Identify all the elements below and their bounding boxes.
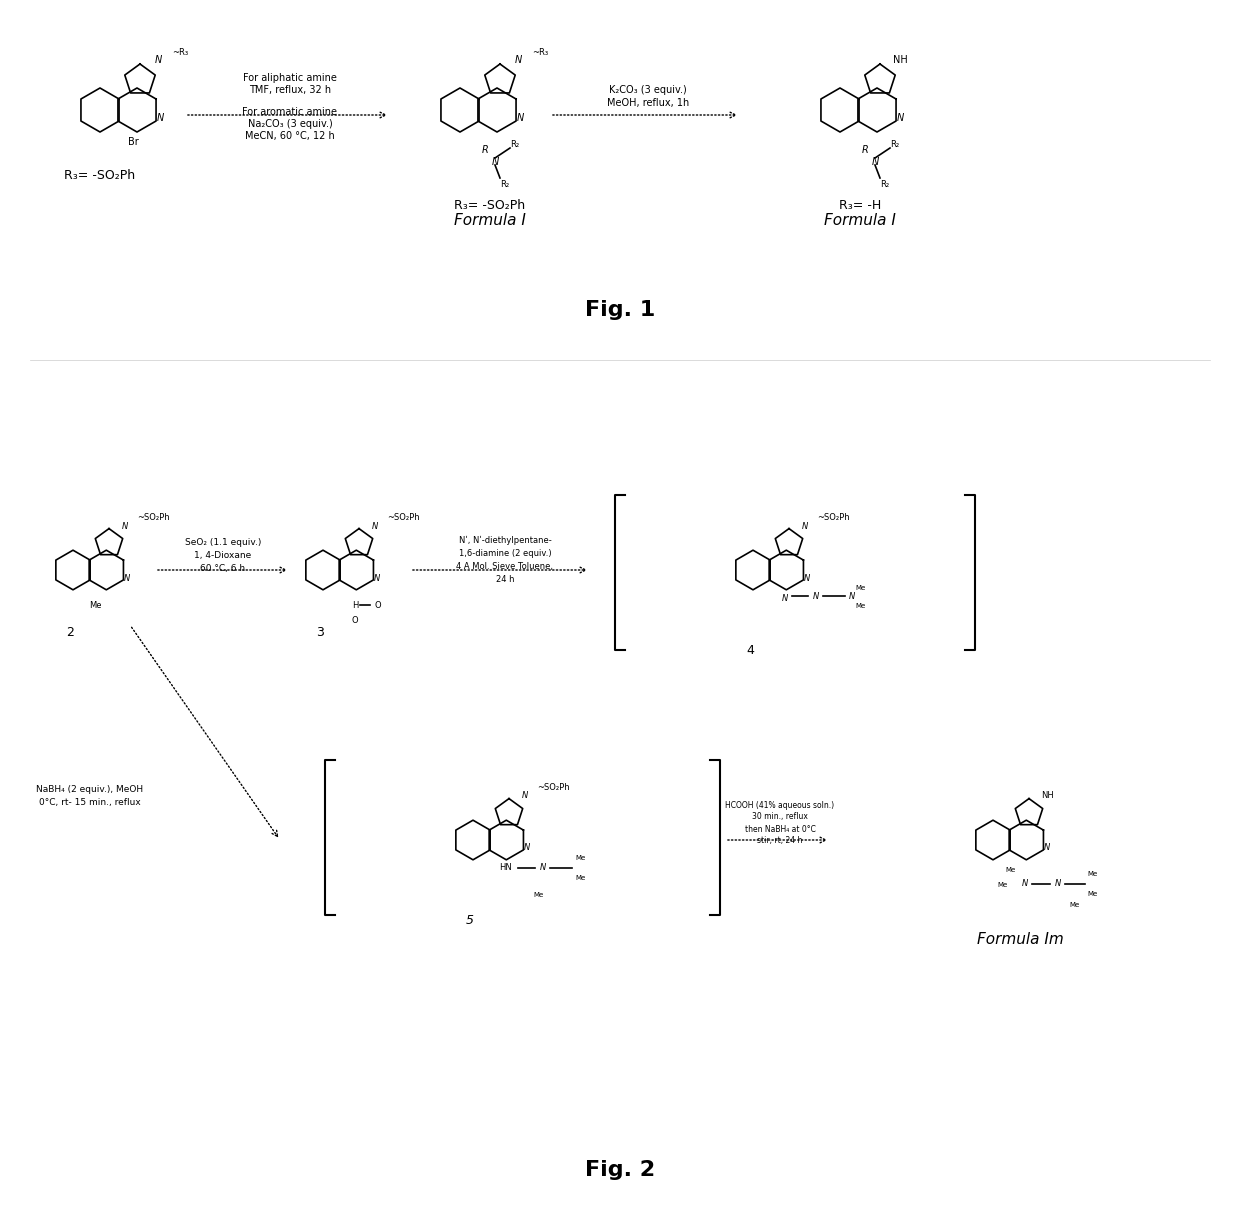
Text: Me: Me xyxy=(1087,891,1097,897)
Text: Fig. 1: Fig. 1 xyxy=(585,300,655,319)
Text: Formula I: Formula I xyxy=(825,213,897,228)
Text: N: N xyxy=(539,863,546,873)
Text: ~SO₂Ph: ~SO₂Ph xyxy=(817,513,849,521)
Text: N: N xyxy=(516,113,523,122)
Text: 0°C, rt- 15 min., reflux: 0°C, rt- 15 min., reflux xyxy=(40,798,141,808)
Text: 3: 3 xyxy=(316,625,324,639)
Text: N: N xyxy=(1055,880,1061,889)
Text: N: N xyxy=(897,113,904,122)
Text: R₂: R₂ xyxy=(501,180,510,188)
Text: Me: Me xyxy=(854,585,866,591)
Text: Br: Br xyxy=(128,137,139,147)
Text: O: O xyxy=(352,616,358,624)
Text: HN: HN xyxy=(498,863,511,873)
Text: Na₂CO₃ (3 equiv.): Na₂CO₃ (3 equiv.) xyxy=(248,119,332,129)
Text: N: N xyxy=(515,55,522,65)
Text: ~SO₂Ph: ~SO₂Ph xyxy=(387,513,419,521)
Text: ~R₃: ~R₃ xyxy=(172,48,188,56)
Text: TMF, reflux, 32 h: TMF, reflux, 32 h xyxy=(249,84,331,95)
Text: K₂CO₃ (3 equiv.): K₂CO₃ (3 equiv.) xyxy=(609,84,687,95)
Text: 4: 4 xyxy=(746,644,754,656)
Text: R: R xyxy=(862,144,868,155)
Text: N: N xyxy=(122,521,128,530)
Text: H: H xyxy=(352,601,358,610)
Text: R₃= -H: R₃= -H xyxy=(839,198,882,212)
Text: Formula I: Formula I xyxy=(454,213,526,228)
Text: N: N xyxy=(849,591,856,601)
Text: ~R₃: ~R₃ xyxy=(532,48,548,56)
Text: Me: Me xyxy=(533,892,543,898)
Text: stir, rt, 24 h: stir, rt, 24 h xyxy=(758,836,802,846)
Text: Me: Me xyxy=(997,883,1007,887)
Text: Formula Im: Formula Im xyxy=(977,933,1064,947)
Text: ~SO₂Ph: ~SO₂Ph xyxy=(136,513,170,521)
Text: MeCN, 60 °C, 12 h: MeCN, 60 °C, 12 h xyxy=(246,131,335,141)
Text: ~SO₂Ph: ~SO₂Ph xyxy=(537,782,569,792)
Text: SeO₂ (1.1 equiv.): SeO₂ (1.1 equiv.) xyxy=(185,537,262,546)
Text: N: N xyxy=(491,157,498,166)
Text: 2: 2 xyxy=(66,625,74,639)
Text: N: N xyxy=(782,594,789,602)
Text: R: R xyxy=(481,144,489,155)
Text: N: N xyxy=(1022,880,1028,889)
Text: R₂: R₂ xyxy=(511,140,520,148)
Text: N: N xyxy=(154,55,161,65)
Text: Me: Me xyxy=(89,601,102,610)
Text: N: N xyxy=(372,521,378,530)
Text: N: N xyxy=(872,157,879,166)
Text: N: N xyxy=(522,792,528,800)
Text: then NaBH₄ at 0°C: then NaBH₄ at 0°C xyxy=(744,825,816,834)
Text: N: N xyxy=(523,843,531,852)
Text: N: N xyxy=(1044,843,1050,852)
Text: Me: Me xyxy=(1070,902,1080,908)
Text: N: N xyxy=(804,574,810,583)
Text: For aliphatic amine: For aliphatic amine xyxy=(243,73,337,83)
Text: NaBH₄ (2 equiv.), MeOH: NaBH₄ (2 equiv.), MeOH xyxy=(36,786,144,794)
Text: MeOH, reflux, 1h: MeOH, reflux, 1h xyxy=(606,98,689,108)
Text: Fig. 2: Fig. 2 xyxy=(585,1160,655,1180)
Text: Me: Me xyxy=(575,875,585,881)
Text: 24 h: 24 h xyxy=(496,574,515,584)
Text: Me: Me xyxy=(575,856,585,860)
Text: NH: NH xyxy=(893,55,908,65)
Text: R₂: R₂ xyxy=(890,140,899,148)
Text: R₂: R₂ xyxy=(880,180,889,188)
Text: R₃= -SO₂Ph: R₃= -SO₂Ph xyxy=(454,198,526,212)
Text: 1, 4-Dioxane: 1, 4-Dioxane xyxy=(195,551,252,559)
Text: N: N xyxy=(802,521,808,530)
Text: 60 °C, 6 h: 60 °C, 6 h xyxy=(201,563,246,573)
Text: 30 min., reflux: 30 min., reflux xyxy=(753,813,808,821)
Text: Me: Me xyxy=(854,603,866,610)
Text: Me: Me xyxy=(1004,867,1016,873)
Text: O: O xyxy=(374,601,382,610)
Text: Me: Me xyxy=(1087,871,1097,878)
Text: NH: NH xyxy=(1042,792,1054,800)
Text: HCOOH (41% aqueous soln.): HCOOH (41% aqueous soln.) xyxy=(725,800,835,809)
Text: Nʹ, Nʹ-diethylpentane-: Nʹ, Nʹ-diethylpentane- xyxy=(459,535,552,545)
Text: N: N xyxy=(813,591,820,601)
Text: 1,6-diamine (2 equiv.): 1,6-diamine (2 equiv.) xyxy=(459,548,552,557)
Text: R₃= -SO₂Ph: R₃= -SO₂Ph xyxy=(64,169,135,181)
Text: 4 A Mol. Sieve Toluene,: 4 A Mol. Sieve Toluene, xyxy=(456,562,553,570)
Text: 5: 5 xyxy=(466,913,474,927)
Text: N: N xyxy=(374,574,381,583)
Text: For aromatic amine: For aromatic amine xyxy=(243,106,337,118)
Text: N: N xyxy=(124,574,130,583)
Text: N: N xyxy=(156,113,164,122)
